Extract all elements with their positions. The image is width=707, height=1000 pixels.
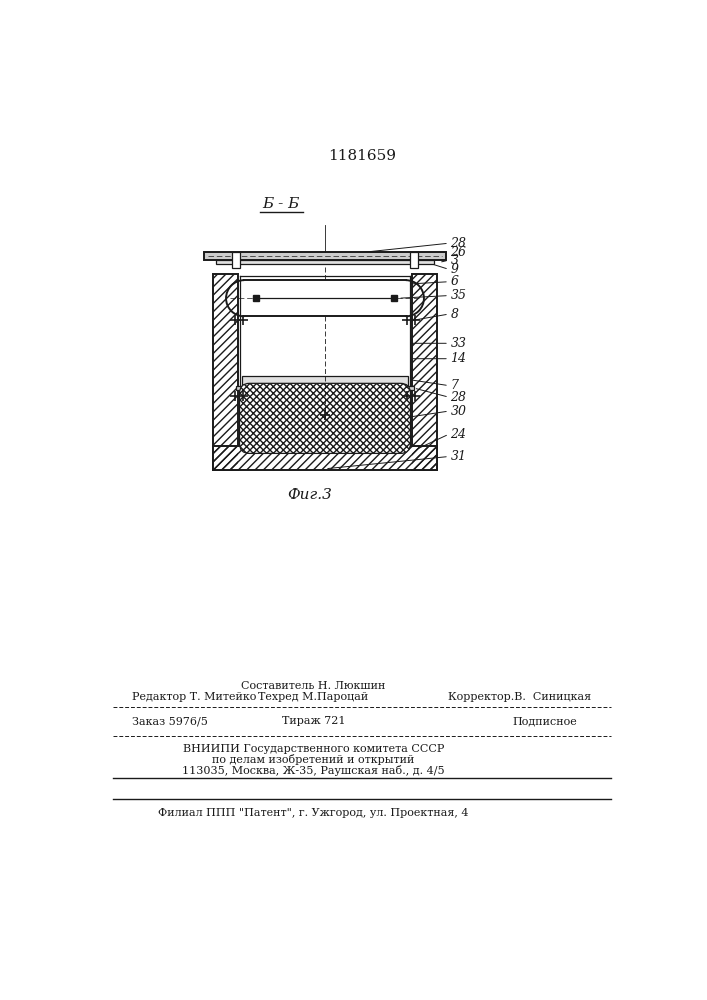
Text: 28: 28 — [450, 237, 467, 250]
Text: 9: 9 — [450, 263, 459, 276]
Bar — [214, 274, 238, 470]
Text: 1181659: 1181659 — [328, 149, 396, 163]
Text: Техред М.Пароцай: Техред М.Пароцай — [258, 692, 368, 702]
Bar — [214, 446, 437, 470]
Bar — [214, 274, 238, 470]
Text: 14: 14 — [450, 352, 467, 365]
Bar — [232, 252, 240, 268]
Text: Составитель Н. Люкшин: Составитель Н. Люкшин — [241, 681, 385, 691]
Text: Заказ 5976/5: Заказ 5976/5 — [132, 716, 209, 726]
Text: 6: 6 — [450, 275, 459, 288]
Text: 8: 8 — [450, 308, 459, 321]
Text: 24: 24 — [450, 428, 467, 441]
FancyBboxPatch shape — [240, 383, 411, 453]
Text: Б - Б: Б - Б — [262, 197, 300, 211]
Text: 28: 28 — [450, 391, 467, 404]
Text: 33: 33 — [450, 337, 467, 350]
Text: по делам изобретений и открытий: по делам изобретений и открытий — [212, 754, 414, 765]
Text: Корректор.В.  Синицкая: Корректор.В. Синицкая — [448, 692, 590, 702]
Bar — [412, 274, 437, 470]
Bar — [242, 376, 408, 386]
Text: Редактор Т. Митейко: Редактор Т. Митейко — [132, 692, 257, 702]
Text: Филиал ППП "Патент", г. Ужгород, ул. Проектная, 4: Филиал ППП "Патент", г. Ужгород, ул. Про… — [158, 808, 469, 818]
Text: 3: 3 — [450, 254, 459, 267]
Text: Подписное: Подписное — [512, 716, 577, 726]
Text: 30: 30 — [450, 405, 467, 418]
Text: ВНИИПИ Государственного комитета СССР: ВНИИПИ Государственного комитета СССР — [182, 744, 444, 754]
Bar — [236, 386, 414, 390]
Text: 26: 26 — [450, 246, 467, 259]
Text: Фиг.3: Фиг.3 — [287, 488, 332, 502]
Text: 113035, Москва, Ж-35, Раушская наб., д. 4/5: 113035, Москва, Ж-35, Раушская наб., д. … — [182, 765, 445, 776]
Bar — [214, 446, 437, 470]
Text: 35: 35 — [450, 289, 467, 302]
Bar — [216, 260, 434, 264]
Text: 31: 31 — [450, 450, 467, 463]
Bar — [411, 252, 418, 268]
Bar — [204, 252, 446, 260]
Text: 7: 7 — [450, 379, 459, 392]
Text: Тираж 721: Тираж 721 — [281, 716, 345, 726]
Bar — [412, 274, 437, 470]
